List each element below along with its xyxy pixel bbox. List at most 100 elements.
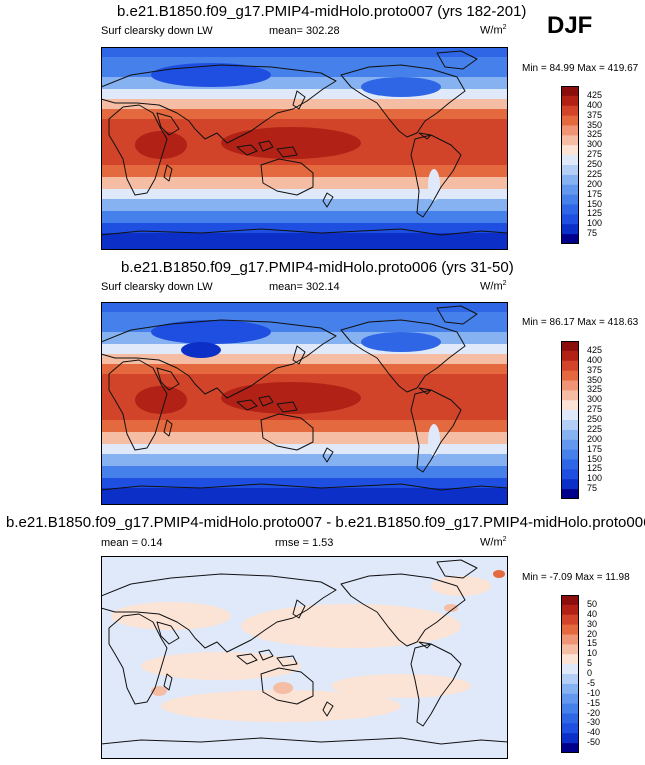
panel3-rmse-label: rmse = 1.53: [275, 537, 334, 549]
colorbar-tick-label: 225: [587, 423, 603, 434]
colorbar-tick-label: 150: [587, 198, 603, 209]
colorbar-tick-label: 300: [587, 139, 603, 150]
colorbar-tick-label: 200: [587, 433, 603, 444]
map-band: [101, 444, 508, 456]
panel3-units: W/m2: [480, 536, 507, 549]
colorbar-swatch: [561, 713, 579, 724]
panel1-min-max: Min = 84.99 Max = 419.67: [522, 63, 639, 74]
colorbar-tick-label: 75: [587, 483, 598, 494]
colorbar-tick-label: 20: [587, 628, 598, 639]
colorbar-tick-label: 200: [587, 178, 603, 189]
colorbar-tick-label: 100: [587, 473, 603, 484]
colorbar-swatch: [561, 634, 579, 645]
panel2-map: [101, 302, 508, 505]
map-band: [101, 189, 508, 201]
colorbar-tick-label: 175: [587, 443, 603, 454]
colorbar-frame: [561, 86, 579, 244]
map-warm-pool: [135, 131, 187, 159]
colorbar-swatch: [561, 105, 579, 117]
colorbar-tick-label: 325: [587, 129, 603, 140]
map-band: [101, 466, 508, 480]
colorbar-swatch: [561, 614, 579, 626]
colorbar-tick-label: 50: [587, 598, 598, 609]
colorbar-tick-label: 125: [587, 208, 603, 219]
colorbar-tick-label: 150: [587, 453, 603, 464]
map-warm-patch: [444, 604, 458, 612]
colorbar-swatch: [561, 350, 579, 362]
map-band: [101, 109, 508, 121]
colorbar-tick-label: 175: [587, 188, 603, 199]
colorbar-swatch: [561, 654, 579, 665]
colorbar-swatch: [561, 683, 579, 695]
colorbar-swatch: [561, 380, 579, 391]
map-band: [101, 454, 508, 468]
map-band: [101, 420, 508, 434]
colorbar-tick-label: 5: [587, 658, 593, 669]
colorbar-tick-label: 350: [587, 374, 603, 385]
panel1-map: [101, 47, 508, 250]
colorbar-swatch: [561, 469, 579, 480]
panel3-map: [101, 556, 508, 759]
colorbar-tick-label: -15: [587, 697, 601, 708]
colorbar-swatch: [561, 174, 579, 186]
colorbar-swatch: [561, 194, 579, 205]
colorbar-swatch: [561, 644, 579, 655]
map-cold-region: [361, 332, 441, 352]
colorbar-tick-label: -40: [587, 727, 601, 738]
map-band: [101, 165, 508, 179]
panel2-mean-label: mean= 302.14: [269, 281, 340, 293]
colorbar-swatch: [561, 743, 579, 753]
colorbar-tick-label: 275: [587, 404, 603, 415]
map-warm-patch: [493, 570, 505, 578]
map-warm-patch: [273, 682, 293, 694]
panel1-mean-label: mean= 302.28: [269, 25, 340, 37]
colorbar-tick-label: -10: [587, 687, 601, 698]
panel2-units: W/m2: [480, 280, 507, 293]
map-warm-patch: [141, 652, 301, 680]
map-band: [101, 488, 508, 505]
colorbar-swatch: [561, 449, 579, 460]
colorbar-tick-label: 375: [587, 109, 603, 120]
map-band: [101, 432, 508, 446]
map-band: [101, 177, 508, 191]
colorbar-tick-label: 325: [587, 384, 603, 395]
colorbar-swatch: [561, 439, 579, 451]
colorbar-tick-label: -30: [587, 717, 601, 728]
season-label: DJF: [547, 12, 593, 39]
colorbar-swatch: [561, 733, 579, 744]
colorbar-frame: [561, 341, 579, 499]
colorbar-swatch: [561, 214, 579, 225]
colorbar-tick-label: 400: [587, 354, 603, 365]
map-band: [101, 199, 508, 213]
colorbar-swatch: [561, 400, 579, 411]
colorbar-swatch: [561, 86, 579, 97]
colorbar-swatch: [561, 341, 579, 352]
colorbar-tick-label: -50: [587, 737, 601, 748]
colorbar-tick-label: 125: [587, 463, 603, 474]
colorbar-swatch: [561, 479, 579, 490]
map-warm-pool: [135, 386, 187, 414]
map-band: [101, 233, 508, 250]
map-warm-pool: [221, 382, 361, 414]
map-cold-region: [361, 77, 441, 97]
colorbar-tick-label: -5: [587, 677, 596, 688]
colorbar-swatch: [561, 674, 579, 685]
panel3-min-max: Min = -7.09 Max = 11.98: [522, 572, 630, 583]
panel1-colorbar: [561, 86, 579, 244]
colorbar-swatch: [561, 624, 579, 635]
colorbar-swatch: [561, 184, 579, 196]
colorbar-tick-label: 300: [587, 394, 603, 405]
colorbar-swatch: [561, 125, 579, 136]
colorbar-tick-label: 375: [587, 364, 603, 375]
panel3-mean-label: mean = 0.14: [101, 537, 163, 549]
colorbar-swatch: [561, 224, 579, 235]
colorbar-tick-label: 425: [587, 89, 603, 100]
colorbar-tick-label: 10: [587, 648, 598, 659]
map-warm-pool: [221, 127, 361, 159]
map-andes: [428, 169, 440, 201]
panel1-variable-label: Surf clearsky down LW: [101, 25, 213, 37]
colorbar-swatch: [561, 595, 579, 606]
colorbar-swatch: [561, 664, 579, 675]
colorbar-tick-label: 250: [587, 414, 603, 424]
map-band: [101, 99, 508, 111]
